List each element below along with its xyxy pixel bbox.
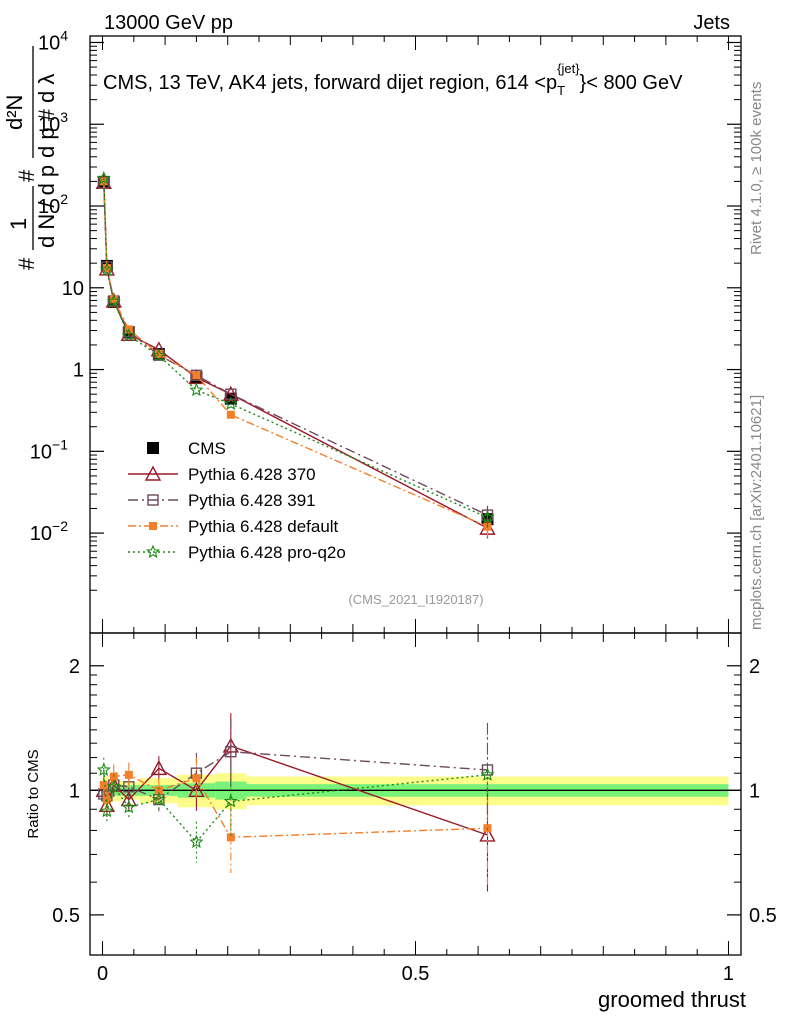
legend: CMS Pythia 6.428 370 Pythia 6.428 391 Pythi…: [128, 439, 346, 562]
y-title-d2N: d²N: [2, 95, 27, 130]
main-y-axis-title: 1/(dN/dpT) d²N/(dpT dλ) # 1 d N / d p # …: [2, 11, 59, 270]
main-y-tick-label: 104: [38, 27, 68, 54]
main-y-tick-label: 10−2: [30, 518, 68, 545]
plot-title-sup: {jet}: [557, 61, 580, 76]
y-title-one: 1: [6, 218, 31, 230]
plot-title-pre: CMS, 13 TeV, AK4 jets, forward dijet reg…: [103, 72, 557, 94]
main-y-tick-label: 10−1: [30, 436, 68, 463]
pq2o-marker: [96, 762, 111, 776]
pq2o-marker: [480, 767, 495, 781]
pq2o-marker: [99, 803, 114, 818]
pdefault-marker: [154, 786, 163, 795]
p370-marker: [222, 385, 240, 401]
pq2o-marker: [223, 794, 238, 808]
pq2o-marker: [189, 834, 204, 849]
main-y-tick-mantissa: 10: [38, 32, 60, 54]
p370-marker: [150, 759, 168, 776]
pq2o-legend-label: Pythia 6.428 pro-q2o: [188, 543, 346, 562]
plot-title-sub: T: [557, 83, 565, 98]
pdefault-marker: [226, 833, 235, 842]
ratio-y-tick-label-right: 1: [749, 780, 760, 802]
y-title-hash1: #: [14, 257, 39, 270]
pdefault-marker: [192, 371, 201, 380]
ratio-y-axis-title: Ratio to CMS: [25, 749, 42, 838]
pdefault-legend-label: Pythia 6.428 default: [188, 517, 339, 536]
p391-marker: [147, 494, 159, 506]
main-y-tick-label: 102: [38, 191, 68, 218]
main-y-tick-label: 10: [62, 278, 84, 300]
p370-marker: [222, 737, 240, 753]
main-y-tick-mantissa: 10: [30, 441, 52, 463]
p370-legend-label: Pythia 6.428 370: [188, 465, 316, 484]
main-y-tick-exponent: 3: [60, 109, 68, 125]
p391-marker: [225, 745, 237, 758]
process-label: Jets: [693, 12, 730, 34]
ratio-y-tick-label: 2: [69, 656, 80, 678]
pdefault-marker: [226, 410, 235, 419]
pq2o-marker: [96, 170, 111, 185]
mcplots-label: mcplots.cern.ch [arXiv:2401.10621]: [748, 395, 765, 630]
energy-label: 13000 GeV pp: [104, 12, 233, 34]
main-y-tick-exponent: 2: [60, 191, 68, 207]
pq2o-marker: [223, 396, 238, 410]
p370-marker: [144, 465, 162, 481]
cms-legend-label: CMS: [188, 439, 226, 458]
pq2o-marker: [145, 544, 161, 559]
main-y-tick-exponent: −1: [52, 436, 68, 452]
pq2o-marker: [151, 792, 166, 806]
x-axis-title: groomed thrust: [598, 987, 746, 1012]
main-y-tick-label: 1: [73, 360, 84, 382]
cms-marker: [147, 442, 159, 454]
pdefault-marker: [102, 263, 111, 272]
main-y-tick-mantissa: 10: [38, 196, 60, 218]
ratio-plot-layer: 2 2 1 1 0.5 0.5 0 0.5 1: [52, 633, 777, 985]
ratio-x-tick-label: 0.5: [402, 963, 430, 985]
plot-title-post: }< 800 GeV: [580, 72, 684, 94]
y-title-hash2: #: [14, 169, 39, 182]
ratio-y-tick-label: 0.5: [52, 905, 80, 927]
main-y-tick-exponent: −2: [52, 518, 68, 534]
ratio-y-tick-label-right: 2: [749, 656, 760, 678]
pq2o-marker: [121, 328, 136, 342]
pq2o-marker: [189, 382, 204, 397]
p391-legend-label: Pythia 6.428 391: [188, 491, 316, 510]
rivet-version-label: Rivet 4.1.0, ≥ 100k events: [748, 82, 765, 255]
ratio-x-tick-label: 1: [723, 963, 734, 985]
pq2o-marker: [480, 510, 495, 524]
pq2o-marker: [121, 799, 136, 814]
main-y-tick-label: 103: [38, 109, 68, 136]
pdefault-marker: [154, 349, 163, 358]
y-title-denom: d p # d λ: [34, 74, 59, 158]
main-y-tick-mantissa: 10: [38, 114, 60, 136]
ratio-y-tick-label-right: 0.5: [749, 905, 777, 927]
pq2o-marker: [106, 779, 121, 793]
pq2o-marker: [151, 348, 166, 362]
pdefault-marker: [149, 522, 157, 530]
pq2o-marker: [106, 294, 121, 308]
main-y-tick-mantissa: 10: [30, 523, 52, 545]
analysis-id: (CMS_2021_I1920187): [348, 592, 483, 607]
ratio-y-tick-label: 1: [69, 780, 80, 802]
pq2o-marker: [99, 262, 114, 277]
p391-marker: [190, 369, 203, 382]
ratio-x-tick-label: 0: [97, 963, 108, 985]
pdefault-marker: [124, 770, 133, 779]
main-y-tick-exponent: 4: [60, 27, 68, 43]
pdefault-marker: [192, 774, 201, 783]
pdefault-marker: [99, 781, 108, 790]
plot-title: CMS, 13 TeV, AK4 jets, forward dijet reg…: [103, 61, 683, 98]
y-title-dN: d N / d p: [34, 165, 59, 248]
